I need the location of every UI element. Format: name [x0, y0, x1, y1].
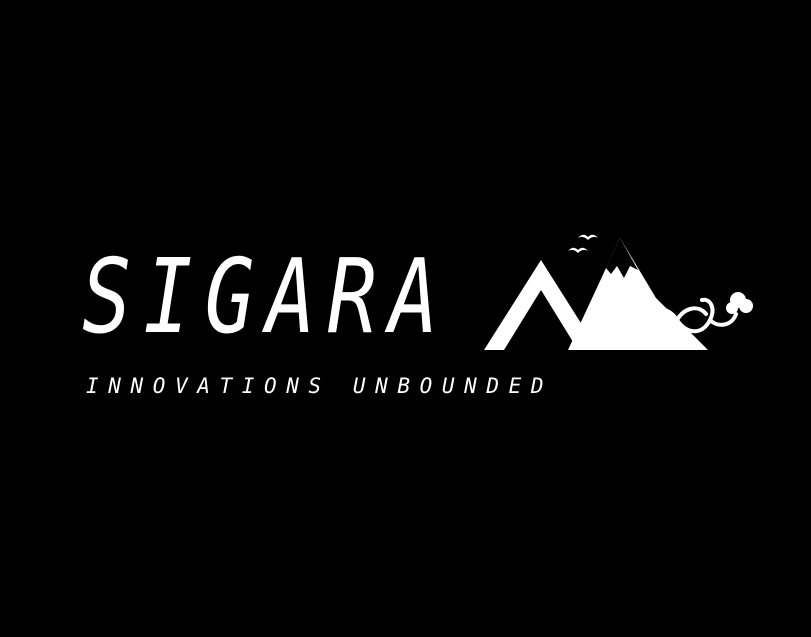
mountain-solid	[568, 238, 708, 350]
infinity-tail	[708, 312, 738, 327]
cloud-puff	[726, 302, 738, 314]
snow-cap	[606, 238, 638, 278]
cloud-puff	[739, 299, 753, 313]
bird-icon	[578, 234, 598, 240]
logo-tagline: INNOVATIONS UNBOUNDED	[86, 374, 554, 398]
mountains-infinity-icon	[484, 234, 753, 350]
bird-icon	[568, 247, 588, 253]
logo-wordmark: SIGARA	[82, 238, 451, 357]
mountain-outline	[484, 260, 598, 350]
infinity-loop	[638, 297, 715, 337]
